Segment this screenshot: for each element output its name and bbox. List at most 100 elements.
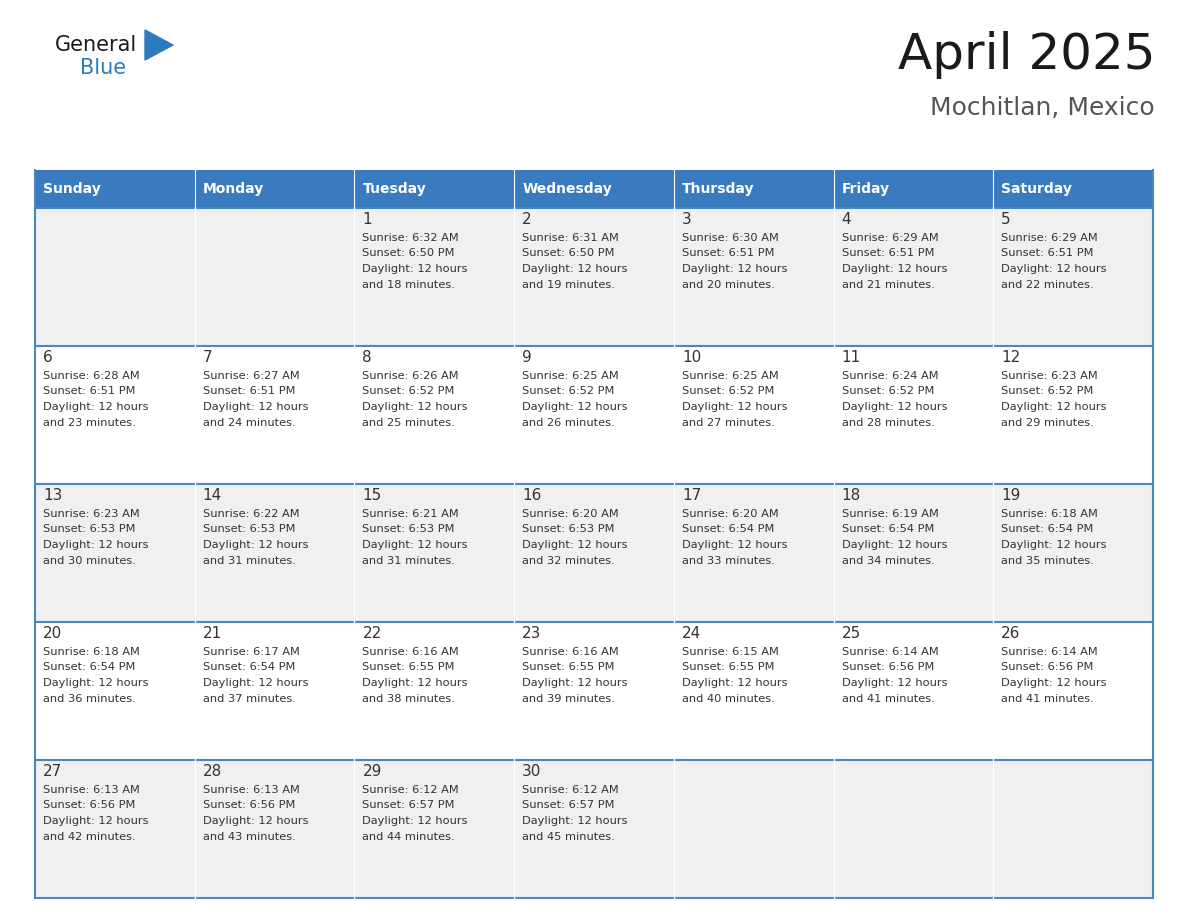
- Text: Sunset: 6:52 PM: Sunset: 6:52 PM: [362, 386, 455, 397]
- Text: Sunrise: 6:16 AM: Sunrise: 6:16 AM: [523, 647, 619, 657]
- Bar: [834, 170, 993, 208]
- Bar: [514, 622, 674, 760]
- Bar: [195, 622, 354, 760]
- Text: Daylight: 12 hours: Daylight: 12 hours: [1001, 402, 1107, 412]
- Text: Sunrise: 6:27 AM: Sunrise: 6:27 AM: [203, 371, 299, 381]
- Text: Sunset: 6:54 PM: Sunset: 6:54 PM: [203, 663, 295, 673]
- Text: Daylight: 12 hours: Daylight: 12 hours: [682, 678, 788, 688]
- Text: Sunrise: 6:19 AM: Sunrise: 6:19 AM: [841, 509, 939, 519]
- Text: Sunrise: 6:26 AM: Sunrise: 6:26 AM: [362, 371, 459, 381]
- Text: 11: 11: [841, 351, 861, 365]
- Text: Sunset: 6:55 PM: Sunset: 6:55 PM: [682, 663, 775, 673]
- Text: Sunset: 6:55 PM: Sunset: 6:55 PM: [523, 663, 614, 673]
- Text: Sunset: 6:56 PM: Sunset: 6:56 PM: [1001, 663, 1094, 673]
- Text: 1: 1: [362, 212, 372, 228]
- Bar: [674, 760, 834, 898]
- Bar: [34, 760, 195, 898]
- Text: and 32 minutes.: and 32 minutes.: [523, 555, 615, 565]
- Text: 2: 2: [523, 212, 532, 228]
- Text: 16: 16: [523, 488, 542, 503]
- Text: and 19 minutes.: and 19 minutes.: [523, 279, 615, 289]
- Text: April 2025: April 2025: [897, 31, 1155, 79]
- Text: Daylight: 12 hours: Daylight: 12 hours: [203, 816, 308, 826]
- Text: and 24 minutes.: and 24 minutes.: [203, 418, 296, 428]
- Text: 21: 21: [203, 626, 222, 642]
- Bar: [195, 346, 354, 484]
- Text: 23: 23: [523, 626, 542, 642]
- Bar: [195, 208, 354, 346]
- Bar: [514, 346, 674, 484]
- Text: Daylight: 12 hours: Daylight: 12 hours: [841, 678, 947, 688]
- Text: Sunrise: 6:18 AM: Sunrise: 6:18 AM: [1001, 509, 1098, 519]
- Bar: [354, 622, 514, 760]
- Text: Daylight: 12 hours: Daylight: 12 hours: [841, 264, 947, 274]
- Text: Daylight: 12 hours: Daylight: 12 hours: [523, 402, 627, 412]
- Text: 20: 20: [43, 626, 62, 642]
- Text: and 30 minutes.: and 30 minutes.: [43, 555, 135, 565]
- Text: 4: 4: [841, 212, 851, 228]
- Text: Daylight: 12 hours: Daylight: 12 hours: [362, 264, 468, 274]
- Text: Daylight: 12 hours: Daylight: 12 hours: [1001, 678, 1107, 688]
- Text: and 25 minutes.: and 25 minutes.: [362, 418, 455, 428]
- Text: Sunrise: 6:20 AM: Sunrise: 6:20 AM: [523, 509, 619, 519]
- Text: General: General: [55, 35, 138, 55]
- Text: and 44 minutes.: and 44 minutes.: [362, 832, 455, 842]
- Bar: [195, 170, 354, 208]
- Text: Sunset: 6:50 PM: Sunset: 6:50 PM: [523, 249, 614, 259]
- Text: Daylight: 12 hours: Daylight: 12 hours: [682, 402, 788, 412]
- Text: Sunrise: 6:14 AM: Sunrise: 6:14 AM: [1001, 647, 1098, 657]
- Text: Daylight: 12 hours: Daylight: 12 hours: [841, 540, 947, 550]
- Text: Sunrise: 6:32 AM: Sunrise: 6:32 AM: [362, 233, 460, 243]
- Text: 10: 10: [682, 351, 701, 365]
- Text: and 23 minutes.: and 23 minutes.: [43, 418, 135, 428]
- Text: and 27 minutes.: and 27 minutes.: [682, 418, 775, 428]
- Text: Sunrise: 6:25 AM: Sunrise: 6:25 AM: [682, 371, 778, 381]
- Text: Sunset: 6:54 PM: Sunset: 6:54 PM: [841, 524, 934, 534]
- Text: Blue: Blue: [80, 58, 126, 78]
- Bar: [674, 170, 834, 208]
- Text: Sunset: 6:56 PM: Sunset: 6:56 PM: [43, 800, 135, 811]
- Text: Sunset: 6:54 PM: Sunset: 6:54 PM: [682, 524, 775, 534]
- Text: Sunset: 6:56 PM: Sunset: 6:56 PM: [841, 663, 934, 673]
- Text: Daylight: 12 hours: Daylight: 12 hours: [203, 540, 308, 550]
- Text: Daylight: 12 hours: Daylight: 12 hours: [362, 816, 468, 826]
- Text: and 18 minutes.: and 18 minutes.: [362, 279, 455, 289]
- Text: and 42 minutes.: and 42 minutes.: [43, 832, 135, 842]
- Bar: [834, 208, 993, 346]
- Text: Daylight: 12 hours: Daylight: 12 hours: [43, 678, 148, 688]
- Text: 14: 14: [203, 488, 222, 503]
- Text: Thursday: Thursday: [682, 182, 754, 196]
- Text: Sunset: 6:50 PM: Sunset: 6:50 PM: [362, 249, 455, 259]
- Bar: [674, 208, 834, 346]
- Text: Saturday: Saturday: [1001, 182, 1072, 196]
- Text: and 40 minutes.: and 40 minutes.: [682, 693, 775, 703]
- Bar: [354, 208, 514, 346]
- Bar: [34, 170, 195, 208]
- Text: Sunset: 6:51 PM: Sunset: 6:51 PM: [1001, 249, 1094, 259]
- Text: and 37 minutes.: and 37 minutes.: [203, 693, 296, 703]
- Text: Daylight: 12 hours: Daylight: 12 hours: [362, 402, 468, 412]
- Bar: [514, 170, 674, 208]
- Text: 7: 7: [203, 351, 213, 365]
- Text: Sunrise: 6:31 AM: Sunrise: 6:31 AM: [523, 233, 619, 243]
- Bar: [195, 760, 354, 898]
- Bar: [354, 760, 514, 898]
- Bar: [834, 484, 993, 622]
- Text: Mochitlan, Mexico: Mochitlan, Mexico: [930, 96, 1155, 120]
- Text: Daylight: 12 hours: Daylight: 12 hours: [682, 540, 788, 550]
- Bar: [993, 760, 1154, 898]
- Text: 12: 12: [1001, 351, 1020, 365]
- Text: Sunrise: 6:16 AM: Sunrise: 6:16 AM: [362, 647, 460, 657]
- Text: 29: 29: [362, 765, 381, 779]
- Text: Sunset: 6:52 PM: Sunset: 6:52 PM: [841, 386, 934, 397]
- Text: Sunrise: 6:25 AM: Sunrise: 6:25 AM: [523, 371, 619, 381]
- Text: 9: 9: [523, 351, 532, 365]
- Text: and 26 minutes.: and 26 minutes.: [523, 418, 614, 428]
- Bar: [514, 760, 674, 898]
- Text: Daylight: 12 hours: Daylight: 12 hours: [362, 678, 468, 688]
- Text: Sunrise: 6:18 AM: Sunrise: 6:18 AM: [43, 647, 140, 657]
- Text: and 36 minutes.: and 36 minutes.: [43, 693, 135, 703]
- Text: Daylight: 12 hours: Daylight: 12 hours: [523, 264, 627, 274]
- Text: and 21 minutes.: and 21 minutes.: [841, 279, 934, 289]
- Text: Sunrise: 6:15 AM: Sunrise: 6:15 AM: [682, 647, 778, 657]
